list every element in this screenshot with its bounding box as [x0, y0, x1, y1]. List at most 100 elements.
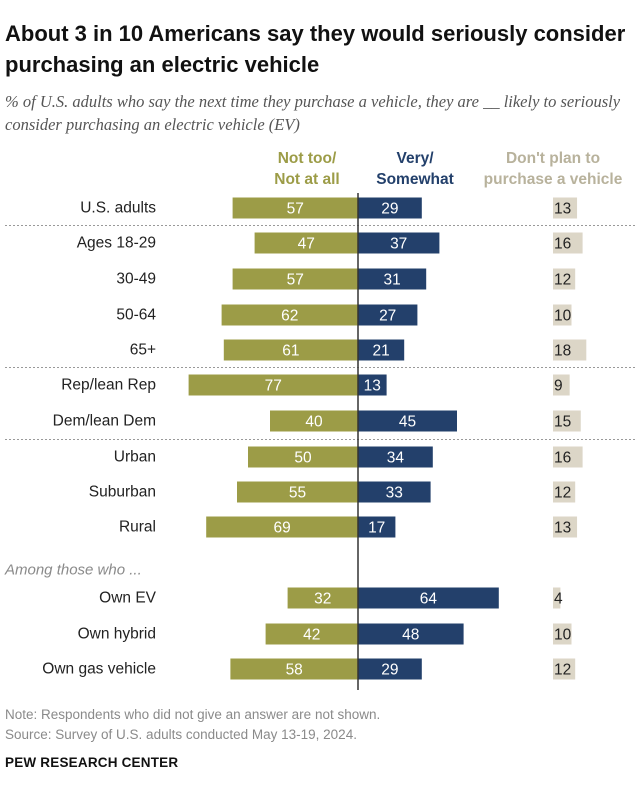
- value-not-likely-50-64: 62: [281, 308, 298, 325]
- category-label-rep-lean-rep: Rep/lean Rep: [61, 377, 156, 394]
- value-not-likely-own-gas-vehicle: 58: [286, 662, 303, 679]
- category-label-own-ev: Own EV: [99, 590, 157, 607]
- value-dont-plan-rural: 13: [554, 520, 571, 537]
- value-not-likely-own-ev: 32: [314, 591, 331, 608]
- value-dont-plan-30-49: 12: [554, 272, 571, 289]
- bar-likely-own-gas-vehicle: [358, 658, 422, 680]
- bar-dont-plan-own-ev: [553, 587, 561, 609]
- bar-not-likely-own-gas-vehicle: [230, 658, 358, 680]
- bar-dont-plan-own-hybrid: [553, 623, 572, 645]
- bar-likely-ages-18-29: [358, 232, 440, 254]
- bar-not-likely-ages-18-29: [254, 232, 358, 254]
- category-label-suburban: Suburban: [89, 484, 156, 501]
- value-not-likely-65: 61: [282, 343, 299, 360]
- header-likely: Very/ Somewhat: [360, 148, 470, 190]
- bar-not-likely-suburban: [237, 481, 358, 503]
- bar-not-likely-50-64: [221, 304, 358, 326]
- value-not-likely-rep-lean-rep: 77: [265, 378, 282, 395]
- bar-likely-rural: [358, 516, 396, 538]
- value-dont-plan-own-hybrid: 10: [554, 627, 572, 644]
- value-dont-plan-ages-18-29: 16: [554, 236, 571, 253]
- bar-dont-plan-suburban: [553, 481, 576, 503]
- bar-dont-plan-ages-18-29: [553, 232, 583, 254]
- header-not-likely-line2: Not at all: [274, 171, 340, 188]
- brand-name: PEW RESEARCH CENTER: [5, 755, 179, 770]
- chart-title: About 3 in 10 Americans say they would s…: [5, 21, 626, 77]
- value-likely-50-64: 27: [379, 308, 396, 325]
- section-label: Among those who ...: [4, 562, 142, 579]
- value-likely-urban: 34: [387, 450, 405, 467]
- category-label-own-hybrid: Own hybrid: [78, 626, 156, 643]
- value-dont-plan-own-ev: 4: [554, 591, 563, 608]
- category-label-30-49: 30-49: [116, 271, 156, 288]
- value-not-likely-ages-18-29: 47: [298, 236, 315, 253]
- bar-likely-own-hybrid: [358, 623, 464, 645]
- value-likely-65: 21: [372, 343, 389, 360]
- value-not-likely-rural: 69: [273, 520, 290, 537]
- header-not-likely-line1: Not too/: [277, 150, 337, 167]
- category-label-rural: Rural: [119, 519, 156, 536]
- bar-not-likely-dem-lean-dem: [270, 410, 358, 432]
- value-likely-ages-18-29: 37: [390, 236, 407, 253]
- category-label-ages-18-29: Ages 18-29: [77, 235, 156, 252]
- header-likely-line2: Somewhat: [376, 171, 454, 188]
- value-likely-rural: 17: [368, 520, 385, 537]
- value-likely-rep-lean-rep: 13: [364, 378, 381, 395]
- value-not-likely-dem-lean-dem: 40: [305, 414, 323, 431]
- category-label-65: 65+: [130, 342, 156, 359]
- value-likely-own-gas-vehicle: 29: [381, 662, 398, 679]
- value-dont-plan-suburban: 12: [554, 485, 571, 502]
- value-likely-dem-lean-dem: 45: [399, 414, 416, 431]
- value-dont-plan-own-gas-vehicle: 12: [554, 662, 571, 679]
- header-likely-line1: Very/: [396, 150, 434, 167]
- bar-not-likely-30-49: [232, 268, 358, 290]
- bar-likely-urban: [358, 446, 433, 468]
- value-likely-u-s-adults: 29: [381, 201, 398, 218]
- bar-likely-u-s-adults: [358, 197, 422, 219]
- bar-likely-65: [358, 339, 405, 361]
- value-likely-30-49: 31: [383, 272, 400, 289]
- bar-dont-plan-u-s-adults: [553, 197, 578, 219]
- bar-not-likely-rural: [206, 516, 358, 538]
- value-not-likely-suburban: 55: [289, 485, 306, 502]
- value-likely-own-ev: 64: [420, 591, 438, 608]
- bar-not-likely-own-hybrid: [265, 623, 358, 645]
- bar-likely-dem-lean-dem: [358, 410, 457, 432]
- bar-dont-plan-rural: [553, 516, 578, 538]
- bar-dont-plan-rep-lean-rep: [553, 374, 570, 396]
- category-label-own-gas-vehicle: Own gas vehicle: [42, 661, 156, 678]
- value-dont-plan-dem-lean-dem: 15: [554, 414, 571, 431]
- bar-not-likely-own-ev: [287, 587, 358, 609]
- bar-likely-own-ev: [358, 587, 499, 609]
- value-not-likely-u-s-adults: 57: [287, 201, 304, 218]
- bar-not-likely-65: [223, 339, 358, 361]
- value-dont-plan-urban: 16: [554, 450, 571, 467]
- bar-not-likely-rep-lean-rep: [188, 374, 358, 396]
- bar-not-likely-urban: [248, 446, 358, 468]
- source-text: Source: Survey of U.S. adults conducted …: [5, 727, 357, 742]
- bar-likely-rep-lean-rep: [358, 374, 387, 396]
- bar-dont-plan-dem-lean-dem: [553, 410, 581, 432]
- category-label-urban: Urban: [114, 449, 156, 466]
- value-not-likely-own-hybrid: 42: [303, 627, 320, 644]
- value-not-likely-30-49: 57: [287, 272, 304, 289]
- value-likely-own-hybrid: 48: [402, 627, 419, 644]
- header-dont-plan: Don't plan to purchase a vehicle: [470, 148, 636, 190]
- bar-dont-plan-65: [553, 339, 587, 361]
- header-dont-plan-line1: Don't plan to: [505, 150, 601, 167]
- header-dont-plan-line2: purchase a vehicle: [483, 171, 623, 188]
- bar-dont-plan-own-gas-vehicle: [553, 658, 576, 680]
- bar-not-likely-u-s-adults: [232, 197, 358, 219]
- bar-dont-plan-30-49: [553, 268, 576, 290]
- value-likely-suburban: 33: [386, 485, 403, 502]
- value-dont-plan-u-s-adults: 13: [554, 201, 571, 218]
- value-dont-plan-65: 18: [554, 343, 571, 360]
- value-not-likely-urban: 50: [294, 450, 312, 467]
- category-label-50-64: 50-64: [116, 307, 156, 324]
- bar-dont-plan-50-64: [553, 304, 572, 326]
- category-label-dem-lean-dem: Dem/lean Dem: [53, 413, 156, 430]
- bar-likely-50-64: [358, 304, 418, 326]
- bar-likely-suburban: [358, 481, 431, 503]
- chart-subtitle: % of U.S. adults who say the next time t…: [5, 92, 621, 134]
